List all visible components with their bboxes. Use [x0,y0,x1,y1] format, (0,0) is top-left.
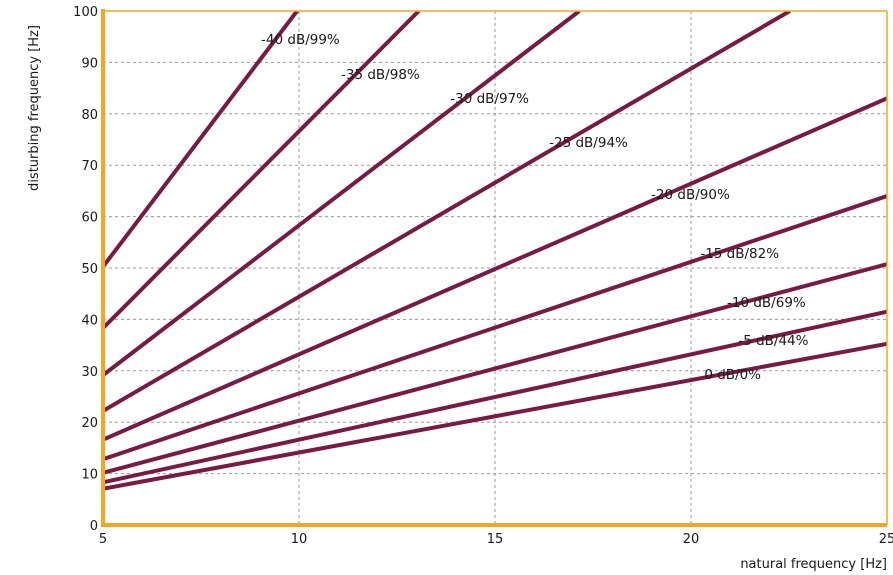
series-line [103,11,581,377]
series-line [103,341,887,491]
series-lines [103,11,887,491]
series-label: 0 dB/0% [704,367,761,383]
series-line [103,309,887,485]
series-label: -20 dB/90% [651,187,730,203]
y-tick-label: 50 [81,262,98,277]
series-line [103,96,887,442]
series-line [103,262,887,475]
y-tick-label: 60 [81,211,98,226]
x-tick-label: 25 [879,532,893,547]
series-line [103,194,887,462]
y-axis-title: disturbing frequency [Hz] [27,25,42,191]
series-label: -25 dB/94% [549,135,628,151]
series-label: -5 dB/44% [738,333,808,349]
y-tick-label: 0 [90,519,98,534]
axes-frame [101,9,888,527]
series-label: -40 dB/99% [261,32,340,48]
series-label: -35 dB/98% [341,67,420,83]
x-tick-label: 5 [99,532,107,547]
y-tick-label: 40 [81,313,98,328]
series-line [103,11,299,268]
x-axis-title: natural frequency [Hz] [740,557,887,572]
series-label: -10 dB/69% [727,295,806,311]
series-line [103,11,791,413]
series-labels: -40 dB/99% -35 dB/98% -30 dB/97% -25 dB/94%… [261,32,809,383]
x-tick-label: 20 [683,532,700,547]
y-tick-label: 70 [81,159,98,174]
y-tick-label: 90 [81,56,98,71]
y-tick-label: 30 [81,365,98,380]
x-tick-label: 10 [291,532,308,547]
tick-labels: 0 10 20 30 40 50 60 70 80 90 100 5 10 15 20 25 [73,5,893,547]
y-tick-label: 20 [81,416,98,431]
x-tick-label: 15 [487,532,504,547]
y-tick-label: 80 [81,108,98,123]
series-label: -15 dB/82% [700,246,779,262]
series-line [103,11,421,330]
y-tick-label: 100 [73,5,98,20]
series-label: -30 dB/97% [450,91,529,107]
y-tick-label: 10 [81,468,98,483]
